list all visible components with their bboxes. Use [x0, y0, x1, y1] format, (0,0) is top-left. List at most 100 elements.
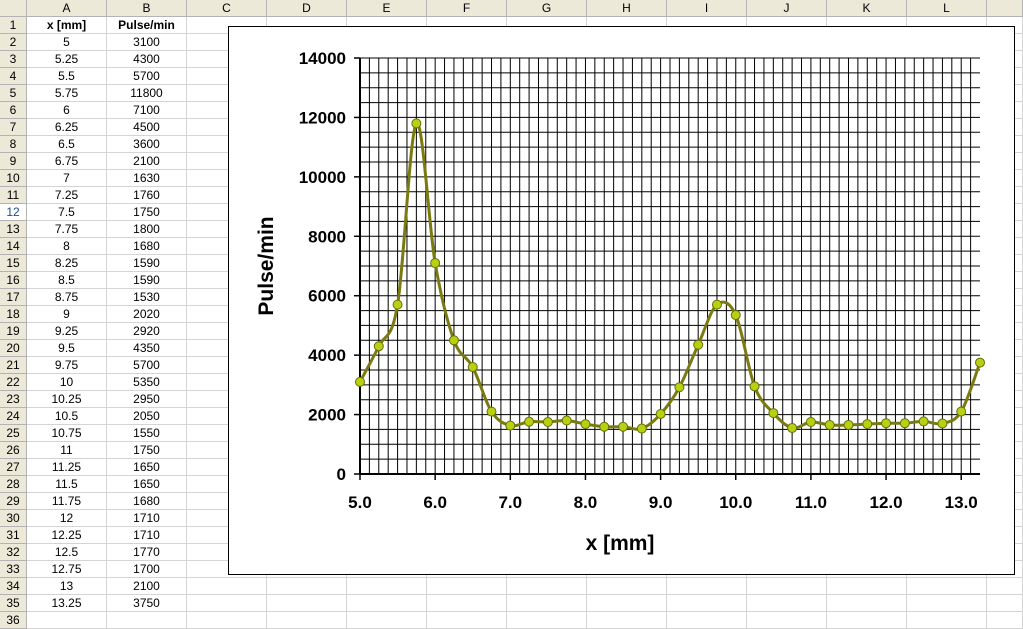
row-header-11[interactable]: 11 — [0, 187, 27, 204]
empty-cell[interactable] — [427, 612, 507, 629]
table-cell[interactable]: 6.25 — [27, 119, 107, 136]
table-cell[interactable]: 1680 — [107, 493, 187, 510]
row-header-22[interactable]: 22 — [0, 374, 27, 391]
row-header-12[interactable]: 12 — [0, 204, 27, 221]
table-cell[interactable]: 7100 — [107, 102, 187, 119]
row-header-30[interactable]: 30 — [0, 510, 27, 527]
table-cell[interactable]: 7.75 — [27, 221, 107, 238]
row-header-25[interactable]: 25 — [0, 425, 27, 442]
row-header-15[interactable]: 15 — [0, 255, 27, 272]
table-cell[interactable]: 4300 — [107, 51, 187, 68]
table-cell[interactable]: 1650 — [107, 476, 187, 493]
row-header-26[interactable]: 26 — [0, 442, 27, 459]
empty-cell[interactable] — [267, 595, 347, 612]
table-cell[interactable]: 9.5 — [27, 340, 107, 357]
table-cell[interactable]: 1590 — [107, 272, 187, 289]
empty-cell[interactable] — [187, 17, 267, 34]
table-cell[interactable]: 1530 — [107, 289, 187, 306]
empty-cell[interactable] — [747, 595, 827, 612]
table-cell[interactable]: 8.75 — [27, 289, 107, 306]
column-header-k[interactable]: K — [827, 0, 907, 17]
row-header-35[interactable]: 35 — [0, 595, 27, 612]
table-cell[interactable]: 6.5 — [27, 136, 107, 153]
table-cell[interactable]: 7.5 — [27, 204, 107, 221]
table-cell[interactable]: 9.25 — [27, 323, 107, 340]
empty-cell[interactable] — [587, 578, 667, 595]
select-all-corner[interactable] — [0, 0, 27, 17]
table-cell[interactable]: 8 — [27, 238, 107, 255]
table-cell[interactable]: 1710 — [107, 527, 187, 544]
table-cell[interactable]: 1770 — [107, 544, 187, 561]
empty-cell[interactable] — [427, 595, 507, 612]
empty-cell[interactable] — [187, 578, 267, 595]
row-header-5[interactable]: 5 — [0, 85, 27, 102]
table-cell[interactable]: 5.75 — [27, 85, 107, 102]
row-header-34[interactable]: 34 — [0, 578, 27, 595]
empty-cell[interactable] — [187, 612, 267, 629]
empty-cell[interactable] — [827, 578, 907, 595]
row-header-36[interactable]: 36 — [0, 612, 27, 629]
empty-cell[interactable] — [907, 595, 987, 612]
column-header-overflow[interactable] — [987, 0, 1023, 17]
row-header-24[interactable]: 24 — [0, 408, 27, 425]
empty-cell[interactable] — [747, 612, 827, 629]
table-cell[interactable]: 9.75 — [27, 357, 107, 374]
row-header-8[interactable]: 8 — [0, 136, 27, 153]
table-cell[interactable]: 3100 — [107, 34, 187, 51]
row-header-19[interactable]: 19 — [0, 323, 27, 340]
empty-cell[interactable] — [987, 595, 1023, 612]
row-header-21[interactable]: 21 — [0, 357, 27, 374]
row-header-4[interactable]: 4 — [0, 68, 27, 85]
table-cell[interactable]: 1800 — [107, 221, 187, 238]
table-cell[interactable]: 6.75 — [27, 153, 107, 170]
empty-cell[interactable] — [107, 612, 187, 629]
table-cell[interactable]: 5700 — [107, 357, 187, 374]
table-cell[interactable]: 11800 — [107, 85, 187, 102]
row-header-6[interactable]: 6 — [0, 102, 27, 119]
empty-cell[interactable] — [347, 595, 427, 612]
chart-object[interactable]: 0 2000 4000 6000 8000 10000 12000 14000 5.0 6.0 7.… — [228, 26, 1015, 575]
table-cell[interactable]: 2020 — [107, 306, 187, 323]
row-header-18[interactable]: 18 — [0, 306, 27, 323]
row-header-14[interactable]: 14 — [0, 238, 27, 255]
row-header-17[interactable]: 17 — [0, 289, 27, 306]
column-header-f[interactable]: F — [427, 0, 507, 17]
empty-cell[interactable] — [587, 612, 667, 629]
column-header-h[interactable]: H — [587, 0, 667, 17]
table-cell[interactable]: 10.75 — [27, 425, 107, 442]
column-header-g[interactable]: G — [507, 0, 587, 17]
table-cell[interactable]: 9 — [27, 306, 107, 323]
table-cell[interactable]: 12 — [27, 510, 107, 527]
row-header-29[interactable]: 29 — [0, 493, 27, 510]
empty-cell[interactable] — [587, 595, 667, 612]
row-header-13[interactable]: 13 — [0, 221, 27, 238]
column-header-e[interactable]: E — [347, 0, 427, 17]
table-cell[interactable]: 10.25 — [27, 391, 107, 408]
table-cell[interactable]: 12.75 — [27, 561, 107, 578]
row-header-9[interactable]: 9 — [0, 153, 27, 170]
column-header-i[interactable]: I — [667, 0, 747, 17]
empty-cell[interactable] — [507, 595, 587, 612]
empty-cell[interactable] — [507, 578, 587, 595]
table-cell[interactable]: 2100 — [107, 578, 187, 595]
row-header-31[interactable]: 31 — [0, 527, 27, 544]
column-header-l[interactable]: L — [907, 0, 987, 17]
column-header-d[interactable]: D — [267, 0, 347, 17]
table-cell[interactable]: 8.25 — [27, 255, 107, 272]
row-header-33[interactable]: 33 — [0, 561, 27, 578]
table-cell[interactable]: 12.25 — [27, 527, 107, 544]
empty-cell[interactable] — [507, 612, 587, 629]
table-cell[interactable]: 2920 — [107, 323, 187, 340]
table-header-cell[interactable]: Pulse/min — [107, 17, 187, 34]
table-cell[interactable]: 4350 — [107, 340, 187, 357]
empty-cell[interactable] — [987, 612, 1023, 629]
empty-cell[interactable] — [187, 595, 267, 612]
table-cell[interactable]: 11 — [27, 442, 107, 459]
row-header-20[interactable]: 20 — [0, 340, 27, 357]
table-header-cell[interactable]: x [mm] — [27, 17, 107, 34]
row-header-23[interactable]: 23 — [0, 391, 27, 408]
table-cell[interactable]: 5.5 — [27, 68, 107, 85]
table-cell[interactable]: 1750 — [107, 204, 187, 221]
empty-cell[interactable] — [827, 595, 907, 612]
table-cell[interactable]: 1710 — [107, 510, 187, 527]
